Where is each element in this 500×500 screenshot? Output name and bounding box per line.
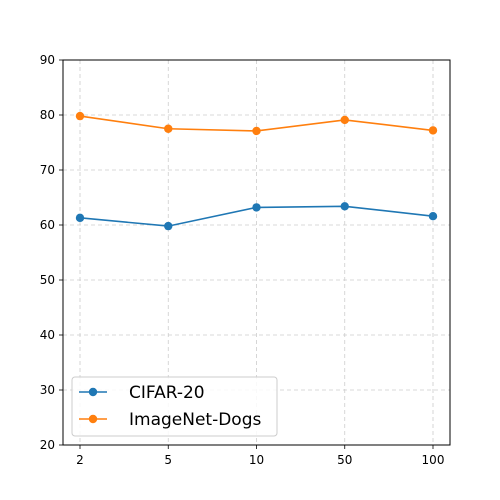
data-point-imagenet-dogs (164, 124, 173, 133)
legend-marker (88, 414, 98, 424)
y-tick-label: 60 (40, 218, 55, 232)
x-tick-label: 10 (249, 453, 264, 467)
data-point-imagenet-dogs (428, 126, 438, 135)
data-point-imagenet-dogs (75, 111, 85, 121)
data-point-cifar-20 (75, 213, 85, 223)
y-tick-label: 90 (40, 53, 55, 67)
x-tick-label: 2 (76, 453, 84, 467)
x-tick-label: 100 (422, 453, 445, 467)
legend-marker (88, 387, 98, 397)
data-point-imagenet-dogs (252, 126, 261, 136)
legend-label: CIFAR-20 (129, 383, 205, 403)
y-axis: 20 30 40 50 60 70 80 90 (40, 53, 63, 452)
y-tick-label: 20 (40, 438, 55, 452)
y-tick-label: 80 (40, 108, 55, 122)
data-point-cifar-20 (252, 203, 261, 212)
data-point-cifar-20 (340, 202, 349, 211)
legend: CIFAR-20 ImageNet-Dogs (71, 376, 278, 437)
y-tick-label: 50 (40, 273, 55, 287)
y-tick-label: 30 (40, 383, 55, 397)
data-point-cifar-20 (164, 221, 173, 231)
x-axis: 2 5 10 50 100 (76, 445, 444, 467)
x-tick-label: 5 (164, 453, 172, 467)
legend-box (71, 376, 278, 437)
x-tick-label: 50 (337, 453, 352, 467)
legend-label: ImageNet-Dogs (129, 410, 261, 430)
data-point-cifar-20 (428, 212, 438, 221)
data-point-imagenet-dogs (340, 115, 349, 125)
y-tick-label: 70 (40, 163, 55, 177)
y-tick-label: 40 (40, 328, 55, 342)
series-group (75, 111, 438, 231)
